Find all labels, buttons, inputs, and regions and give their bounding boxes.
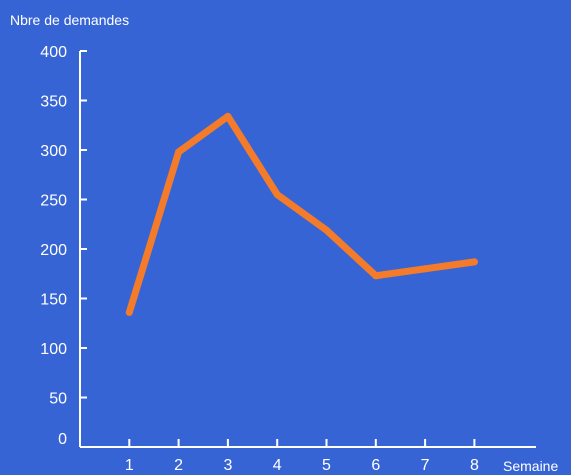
y-axis-title: Nbre de demandes [10,12,129,28]
y-tick-label: 50 [49,391,67,408]
y-tick-label: 0 [58,431,67,448]
x-tick-label: 1 [125,457,134,474]
y-axis-ticks: 0 50 100 150 200 250 300 350 400 [40,44,87,448]
y-tick-label: 300 [40,143,67,160]
series-line [125,112,478,316]
data-point [125,308,133,316]
y-tick-label: 100 [40,341,67,358]
x-axis-title: Semaine [503,458,558,474]
data-point [224,112,232,120]
x-tick-label: 8 [470,457,479,474]
x-tick-label: 5 [322,457,331,474]
data-point [175,148,183,156]
data-point [323,226,330,234]
x-axis-ticks: 1 2 3 4 5 6 7 8 [125,439,479,474]
data-point [470,258,478,266]
y-tick-label: 400 [40,44,67,61]
x-tick-label: 7 [421,457,430,474]
y-tick-label: 150 [40,292,67,309]
y-tick-label: 350 [40,94,67,111]
data-point [372,272,380,280]
y-tick-label: 200 [40,242,67,259]
x-tick-label: 4 [273,457,282,474]
data-point [421,265,429,273]
x-tick-label: 3 [223,457,232,474]
series-layer [125,112,478,316]
x-tick-label: 2 [174,457,183,474]
y-tick-label: 250 [40,193,67,210]
data-point [273,191,281,199]
x-tick-label: 6 [371,457,380,474]
